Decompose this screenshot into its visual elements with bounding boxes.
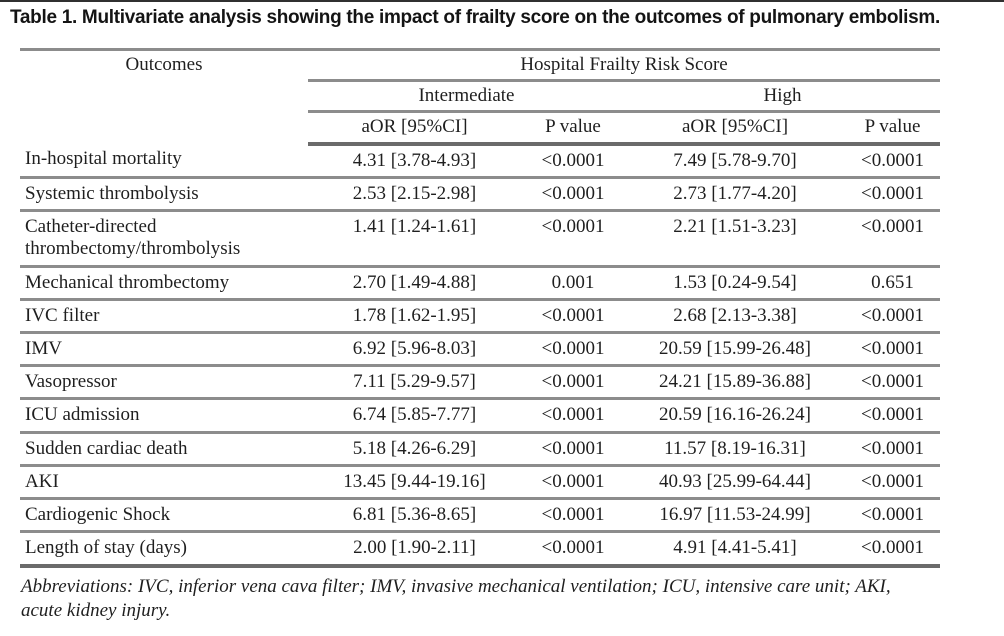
- pvalue-intermediate-cell: <0.0001: [521, 365, 625, 401]
- high-subheader: High: [625, 80, 941, 114]
- table-row: Sudden cardiac death 5.18 [4.26-6.29] <0…: [20, 432, 941, 467]
- aor-intermediate-cell: 2.00 [1.90-2.11]: [308, 531, 521, 568]
- pvalue-intermediate-cell: <0.0001: [521, 210, 625, 268]
- aor-intermediate-cell: 4.31 [3.78-4.93]: [308, 143, 521, 179]
- outcome-cell: In-hospital mortality: [20, 143, 308, 179]
- pvalue-high-cell: <0.0001: [845, 365, 941, 401]
- outcome-cell: IMV: [20, 332, 308, 368]
- pvalue-high-cell: <0.0001: [845, 465, 941, 501]
- table-body: In-hospital mortality 4.31 [3.78-4.93] <…: [20, 143, 941, 568]
- aor-intermediate-cell: 5.18 [4.26-6.29]: [308, 432, 521, 467]
- header-row-group: Outcomes Hospital Frailty Risk Score: [20, 47, 941, 144]
- table-row: In-hospital mortality 4.31 [3.78-4.93] <…: [20, 143, 941, 179]
- header-row-columns: aOR [95%CI] P value aOR [95%CI] P value: [20, 111, 941, 146]
- pvalue-high-cell: <0.0001: [845, 531, 941, 568]
- results-table: Outcomes Hospital Frailty Risk Score Int…: [20, 47, 941, 568]
- aor-intermediate-cell: 1.41 [1.24-1.61]: [308, 210, 521, 268]
- pvalue-high-cell: <0.0001: [845, 398, 941, 434]
- pvalue-intermediate-cell: <0.0001: [521, 531, 625, 568]
- table-row: Cardiogenic Shock 6.81 [5.36-8.65] <0.00…: [20, 498, 941, 534]
- intermediate-subheader: Intermediate: [308, 80, 625, 114]
- aor-intermediate-cell: 1.78 [1.62-1.95]: [308, 299, 521, 334]
- aor-intermediate-cell: 7.11 [5.29-9.57]: [308, 365, 521, 401]
- pvalue-intermediate-cell: <0.0001: [521, 299, 625, 334]
- aor-intermediate-cell: 6.81 [5.36-8.65]: [308, 498, 521, 534]
- pvalue-intermediate-cell: <0.0001: [521, 498, 625, 534]
- outcome-cell: Mechanical thrombectomy: [20, 266, 308, 301]
- top-edge-rule: [0, 0, 1004, 2]
- outcome-cell: IVC filter: [20, 299, 308, 334]
- pvalue-high-cell: 0.651: [845, 266, 941, 301]
- outcome-cell: Sudden cardiac death: [20, 432, 308, 467]
- aor-intermediate-column-header: aOR [95%CI]: [308, 111, 521, 146]
- pvalue-intermediate-cell: <0.0001: [521, 143, 625, 179]
- pvalue-intermediate-cell: <0.0001: [521, 398, 625, 434]
- pvalue-high-cell: <0.0001: [845, 210, 941, 268]
- frailty-score-group-header: Hospital Frailty Risk Score: [308, 47, 941, 83]
- header-row-subgroups: Intermediate High: [20, 80, 941, 114]
- aor-intermediate-cell: 2.53 [2.15-2.98]: [308, 177, 521, 213]
- aor-high-cell: 40.93 [25.99-64.44]: [625, 465, 845, 501]
- table-row: Length of stay (days) 2.00 [1.90-2.11] <…: [20, 531, 941, 568]
- table-row: Systemic thrombolysis 2.53 [2.15-2.98] <…: [20, 177, 941, 213]
- table-header: Outcomes Hospital Frailty Risk Score Int…: [20, 47, 941, 146]
- aor-high-cell: 1.53 [0.24-9.54]: [625, 266, 845, 301]
- outcome-cell: ICU admission: [20, 398, 308, 434]
- outcome-cell: Vasopressor: [20, 365, 308, 401]
- table-row: ICU admission 6.74 [5.85-7.77] <0.0001 2…: [20, 398, 941, 434]
- pvalue-high-cell: <0.0001: [845, 432, 941, 467]
- abbreviations-footnote: Abbreviations: IVC, inferior vena cava f…: [21, 575, 891, 621]
- pvalue-high-cell: <0.0001: [845, 143, 941, 179]
- aor-high-cell: 7.49 [5.78-9.70]: [625, 143, 845, 179]
- pvalue-intermediate-cell: 0.001: [521, 266, 625, 301]
- pvalue-intermediate-cell: <0.0001: [521, 332, 625, 368]
- aor-high-cell: 16.97 [11.53-24.99]: [625, 498, 845, 534]
- pvalue-intermediate-cell: <0.0001: [521, 432, 625, 467]
- pvalue-intermediate-cell: <0.0001: [521, 465, 625, 501]
- outcome-cell: Length of stay (days): [20, 531, 308, 568]
- pvalue-high-cell: <0.0001: [845, 498, 941, 534]
- table-row: Vasopressor 7.11 [5.29-9.57] <0.0001 24.…: [20, 365, 941, 401]
- aor-high-cell: 24.21 [15.89-36.88]: [625, 365, 845, 401]
- pvalue-intermediate-cell: <0.0001: [521, 177, 625, 213]
- aor-high-cell: 2.68 [2.13-3.38]: [625, 299, 845, 334]
- table-row: IMV 6.92 [5.96-8.03] <0.0001 20.59 [15.9…: [20, 332, 941, 368]
- aor-high-cell: 2.21 [1.51-3.23]: [625, 210, 845, 268]
- outcome-cell: AKI: [20, 465, 308, 501]
- table-row: Mechanical thrombectomy 2.70 [1.49-4.88]…: [20, 266, 941, 301]
- outcome-cell: Catheter-directed thrombectomy/thromboly…: [20, 210, 308, 268]
- aor-high-cell: 2.73 [1.77-4.20]: [625, 177, 845, 213]
- aor-intermediate-cell: 6.74 [5.85-7.77]: [308, 398, 521, 434]
- pvalue-high-column-header: P value: [845, 111, 941, 146]
- pvalue-intermediate-column-header: P value: [521, 111, 625, 146]
- aor-intermediate-cell: 2.70 [1.49-4.88]: [308, 266, 521, 301]
- aor-high-column-header: aOR [95%CI]: [625, 111, 845, 146]
- aor-high-cell: 20.59 [15.99-26.48]: [625, 332, 845, 368]
- table-row: Catheter-directed thrombectomy/thromboly…: [20, 210, 941, 268]
- outcome-cell: Systemic thrombolysis: [20, 177, 308, 213]
- table-title: Table 1. Multivariate analysis showing t…: [10, 7, 940, 28]
- pvalue-high-cell: <0.0001: [845, 299, 941, 334]
- aor-high-cell: 4.91 [4.41-5.41]: [625, 531, 845, 568]
- aor-high-cell: 20.59 [16.16-26.24]: [625, 398, 845, 434]
- pvalue-high-cell: <0.0001: [845, 177, 941, 213]
- aor-intermediate-cell: 6.92 [5.96-8.03]: [308, 332, 521, 368]
- outcomes-column-header: Outcomes: [20, 47, 308, 144]
- outcome-cell: Cardiogenic Shock: [20, 498, 308, 534]
- aor-high-cell: 11.57 [8.19-16.31]: [625, 432, 845, 467]
- pvalue-high-cell: <0.0001: [845, 332, 941, 368]
- table-row: AKI 13.45 [9.44-19.16] <0.0001 40.93 [25…: [20, 465, 941, 501]
- table-row: IVC filter 1.78 [1.62-1.95] <0.0001 2.68…: [20, 299, 941, 334]
- aor-intermediate-cell: 13.45 [9.44-19.16]: [308, 465, 521, 501]
